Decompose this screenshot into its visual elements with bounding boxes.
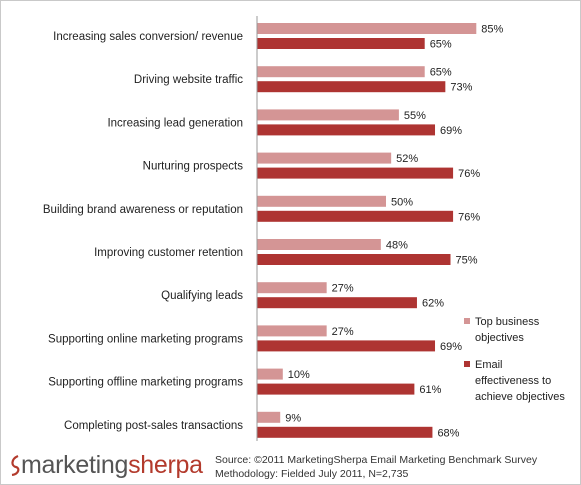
value-label: 48% — [386, 240, 408, 252]
bar-email-effectiveness — [257, 254, 451, 265]
bar-top-business-objectives — [257, 282, 327, 294]
source-line: Source: ©2011 MarketingSherpa Email Mark… — [215, 454, 538, 466]
category-label: Completing post-sales transactions — [64, 420, 243, 432]
bar-top-business-objectives — [257, 195, 386, 207]
category-label: Driving website traffic — [134, 74, 243, 86]
category-label: Increasing lead generation — [107, 117, 243, 129]
value-label: 55% — [404, 110, 426, 122]
category-label: Supporting online marketing programs — [48, 333, 243, 345]
value-label: 68% — [437, 427, 459, 439]
bar-top-business-objectives — [257, 368, 283, 380]
value-label: 69% — [440, 341, 462, 353]
bar-top-business-objectives — [257, 239, 381, 250]
value-label: 10% — [288, 369, 310, 381]
bar-email-effectiveness — [257, 210, 454, 222]
bar-top-business-objectives — [257, 325, 327, 337]
bar-email-effectiveness — [257, 297, 417, 309]
bar-top-business-objectives — [257, 23, 477, 34]
bar-chart: Increasing sales conversion/ revenue 85% 6… — [43, 16, 565, 441]
logo-text-marketing: marketing — [21, 451, 129, 479]
category-label: Improving customer retention — [94, 247, 243, 259]
bar-email-effectiveness — [257, 426, 433, 438]
value-label: 27% — [332, 283, 354, 295]
category-label: Building brand awareness or reputation — [43, 204, 243, 216]
bar-top-business-objectives — [257, 109, 399, 121]
legend-label: Top business objectives — [475, 316, 540, 344]
value-label: 76% — [458, 211, 480, 223]
bar-email-effectiveness — [257, 38, 425, 49]
bar-email-effectiveness — [257, 167, 454, 179]
bar-top-business-objectives — [257, 66, 425, 78]
value-label: 9% — [285, 412, 301, 424]
value-label: 27% — [332, 326, 354, 338]
value-label: 73% — [450, 82, 472, 94]
value-label: 75% — [456, 255, 478, 267]
logo-text-sherpa: sherpa — [128, 451, 203, 479]
logo-swirl-icon — [11, 454, 20, 476]
marketingsherpa-logo: marketingsherpa — [9, 451, 203, 480]
category-label: Supporting offline marketing programs — [48, 377, 243, 389]
bar-email-effectiveness — [257, 383, 415, 395]
bar-email-effectiveness — [257, 124, 436, 136]
category-label: Qualifying leads — [161, 290, 243, 302]
bar-top-business-objectives — [257, 152, 392, 164]
value-label: 50% — [391, 196, 413, 208]
value-label: 52% — [396, 153, 418, 165]
value-label: 62% — [422, 298, 444, 310]
methodology-line: Methodology: Fielded July 2011, N=2,735 — [215, 468, 409, 480]
legend-swatch — [464, 318, 470, 324]
value-label: 69% — [440, 125, 462, 137]
category-label: Increasing sales conversion/ revenue — [53, 31, 243, 43]
bar-top-business-objectives — [257, 411, 281, 423]
value-label: 65% — [430, 39, 452, 51]
bar-email-effectiveness — [257, 340, 436, 352]
category-label: Nurturing prospects — [143, 161, 244, 173]
legend-label: Email effectiveness to achieve objectives — [475, 359, 565, 403]
source-note: Source: ©2011 MarketingSherpa Email Mark… — [215, 453, 537, 481]
bar-email-effectiveness — [257, 81, 446, 93]
legend-swatch — [464, 361, 470, 367]
value-label: 65% — [430, 67, 452, 79]
value-label: 76% — [458, 168, 480, 180]
value-label: 85% — [481, 24, 503, 36]
value-label: 61% — [419, 384, 441, 396]
